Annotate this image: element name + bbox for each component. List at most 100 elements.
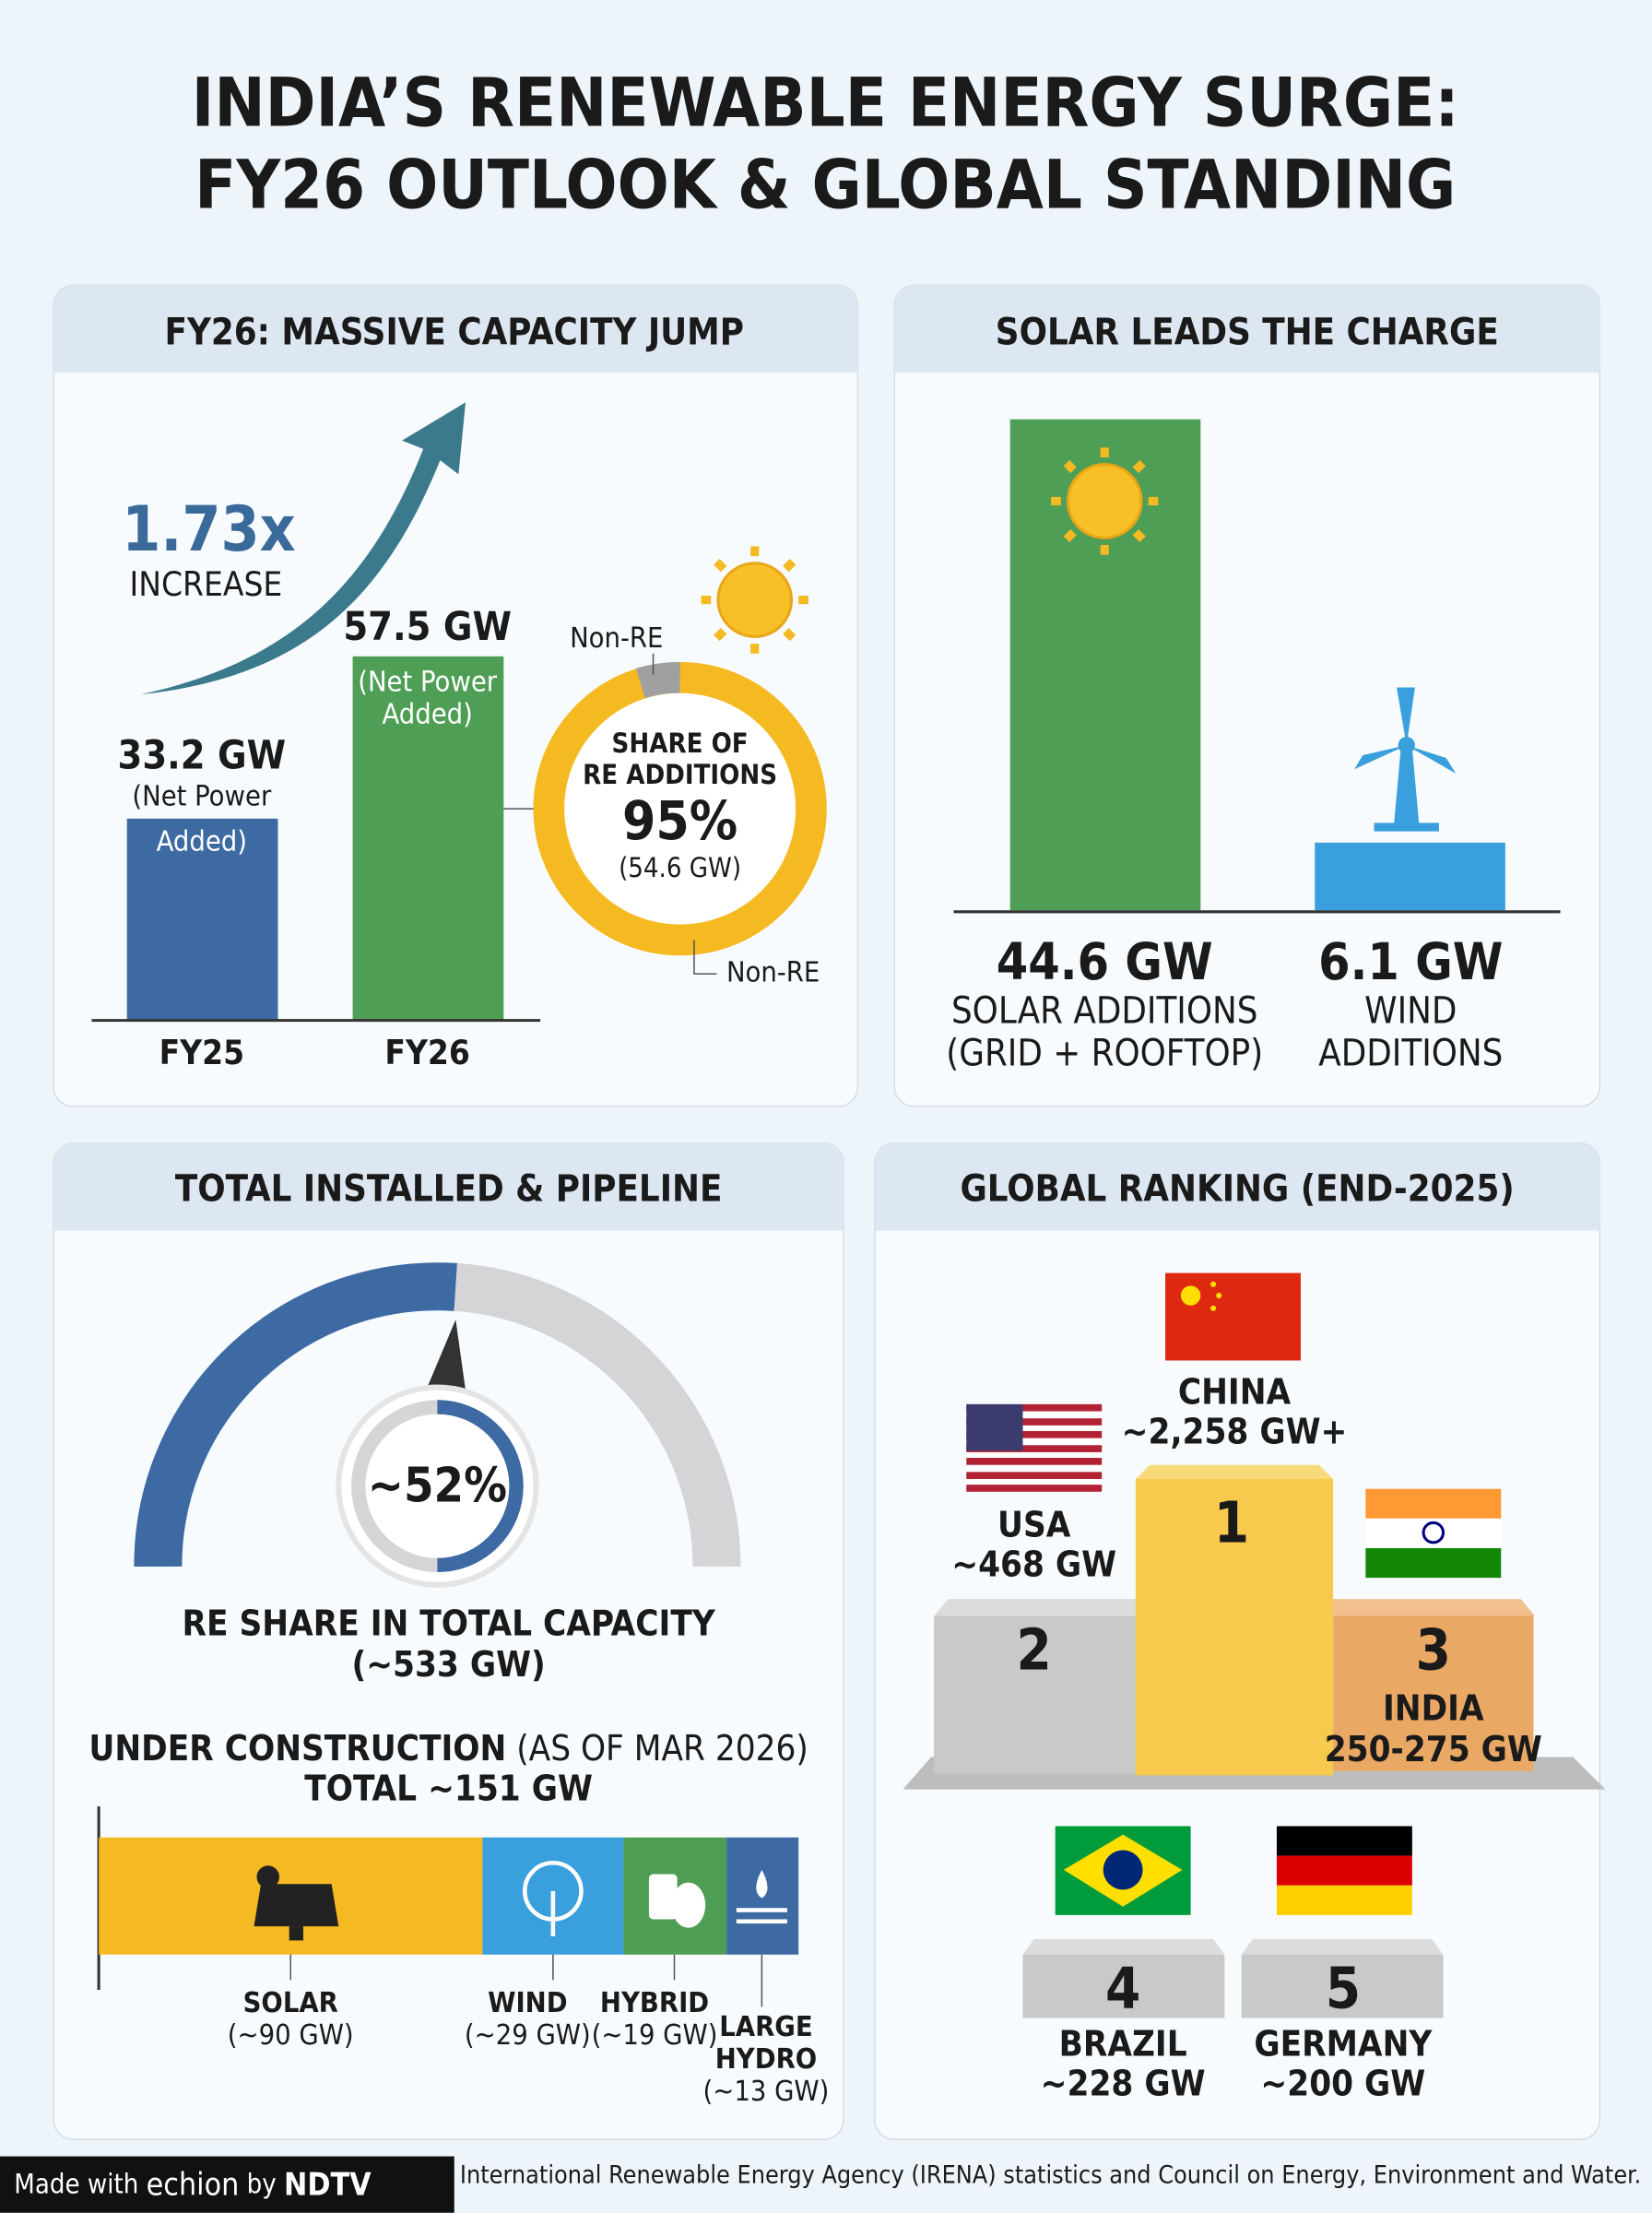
podium-top: [1135, 1464, 1334, 1480]
rank: 4: [1105, 1957, 1140, 2022]
country-value: ~200 GW: [1260, 2064, 1425, 2105]
gauge-caption: (~533 GW): [351, 1644, 545, 1686]
country-value: ~228 GW: [1041, 2064, 1206, 2105]
solar-panel-icon: [254, 1865, 339, 1941]
country-value: ~2,258 GW+: [1122, 1412, 1348, 1453]
multiplier-label: INCREASE: [130, 564, 283, 604]
item-label: ADDITIONS: [1318, 1032, 1503, 1074]
item-label: SOLAR ADDITIONS: [951, 989, 1258, 1032]
growth-arrow: [141, 402, 466, 695]
connector: [693, 940, 717, 975]
sun-icon: [1051, 447, 1159, 555]
panel-heading: FY26: MASSIVE CAPACITY JUMP: [165, 311, 744, 353]
bar-value: 33.2 GW: [118, 733, 287, 779]
country-value: 250-275 GW: [1325, 1729, 1542, 1770]
gauge-center: [336, 1384, 539, 1588]
gauge-pointer: [426, 1320, 466, 1391]
bar: [126, 818, 278, 1021]
flag-germany: [1276, 1826, 1412, 1915]
donut-sub: (54.6 GW): [619, 852, 741, 883]
category: FY26: [384, 1033, 469, 1072]
category: FY25: [159, 1033, 244, 1072]
segment-value: (~19 GW): [592, 2019, 718, 2052]
bar: [1315, 842, 1505, 911]
panel-header: [874, 1142, 1600, 1231]
bar-note: Added): [382, 699, 472, 731]
uc-total: TOTAL ~151 GW: [304, 1769, 593, 1810]
segment-value: (~29 GW): [465, 2019, 591, 2052]
flag-india: [1365, 1488, 1502, 1579]
non-re-label: Non-RE: [726, 957, 820, 989]
panel-header: [53, 285, 858, 373]
ranking-panel: GLOBAL RANKING (END-2025) 2 1 3 CHINA ~2…: [874, 1142, 1606, 2140]
uc-title: UNDER CONSTRUCTION: [88, 1727, 506, 1769]
item-label: WIND: [1364, 989, 1457, 1032]
gauge-caption: RE SHARE IN TOTAL CAPACITY: [183, 1604, 716, 1645]
non-re-label: Non-RE: [570, 622, 663, 655]
made-with-text: Made with: [14, 2169, 138, 2200]
panel-heading: GLOBAL RANKING (END-2025): [960, 1167, 1514, 1210]
segment-name: WIND: [488, 1987, 568, 2019]
title: FY26 OUTLOOK & GLOBAL STANDING: [195, 146, 1456, 224]
segment-name: HYBRID: [600, 1987, 709, 2019]
hybrid-icon: [648, 1874, 706, 1928]
donut-label: SHARE OF: [612, 728, 749, 759]
panel-header: [894, 285, 1600, 373]
donut-label: RE ADDITIONS: [583, 759, 777, 790]
gauge-ring-re: [437, 1400, 524, 1573]
country: CHINA: [1178, 1372, 1292, 1414]
podium: [1241, 1954, 1444, 2018]
flag-china: [1165, 1272, 1301, 1361]
country-value: ~468 GW: [951, 1544, 1116, 1585]
hydro-icon: [736, 1869, 787, 1924]
podium: [1022, 1954, 1225, 2018]
flag-brazil: [1055, 1826, 1191, 1915]
panel-header: [53, 1142, 844, 1231]
wind-icon: [522, 1860, 584, 1936]
podium: [1333, 1615, 1534, 1771]
segment-name: SOLAR: [243, 1987, 338, 2019]
podium: [1135, 1479, 1334, 1776]
rank: 2: [1017, 1617, 1052, 1683]
item-label: (GRID + ROOFTOP): [946, 1032, 1263, 1074]
pipeline-panel: TOTAL INSTALLED & PIPELINE ~52% RE SHARE…: [53, 1142, 844, 2140]
sun-icon: [701, 546, 808, 654]
country: GERMANY: [1254, 2024, 1433, 2065]
multiplier: 1.73x: [122, 493, 296, 565]
gauge-value: ~52%: [368, 1459, 507, 1514]
podium-top: [1241, 1938, 1444, 1955]
country: BRAZIL: [1059, 2024, 1187, 2065]
solar-panel: SOLAR LEADS THE CHARGE 44.6 GW SOLAR ADD…: [893, 284, 1601, 1107]
country: USA: [997, 1505, 1071, 1546]
title: INDIA’S RENEWABLE ENERGY SURGE:: [192, 65, 1459, 143]
source: International Renewable Energy Agency (I…: [460, 2160, 1641, 2189]
by: by: [247, 2169, 277, 2200]
flag-usa: [966, 1403, 1103, 1492]
podium-top: [1333, 1599, 1535, 1616]
rank: 3: [1416, 1617, 1451, 1683]
segment-value: (~90 GW): [228, 2019, 354, 2052]
rank: 5: [1326, 1957, 1361, 2022]
uc-heading: UNDER CONSTRUCTION (AS OF MAR 2026): [88, 1727, 808, 1769]
made-with: Made with echion by NDTV: [14, 2166, 372, 2202]
rank: 1: [1214, 1491, 1249, 1556]
gauge-rest: [454, 1262, 741, 1568]
bar-note: (Net Power: [132, 780, 272, 812]
donut-value: 95%: [622, 789, 738, 852]
segment-value: (~13 GW): [703, 2076, 830, 2108]
ndtv: NDTV: [284, 2166, 372, 2202]
bar-value: 57.5 GW: [343, 604, 512, 650]
item-value: 6.1 GW: [1318, 932, 1503, 991]
podium-top: [1022, 1938, 1225, 1955]
gauge-re: [134, 1262, 457, 1567]
branding-box: [0, 2156, 454, 2213]
panel-heading: TOTAL INSTALLED & PIPELINE: [175, 1167, 723, 1210]
panel-heading: SOLAR LEADS THE CHARGE: [996, 311, 1499, 353]
bar-note: (Net Power: [358, 666, 498, 698]
uc-date: (AS OF MAR 2026): [516, 1727, 808, 1769]
bar: [352, 656, 504, 1021]
podium: [934, 1615, 1139, 1774]
wind-turbine-icon: [1354, 687, 1457, 832]
